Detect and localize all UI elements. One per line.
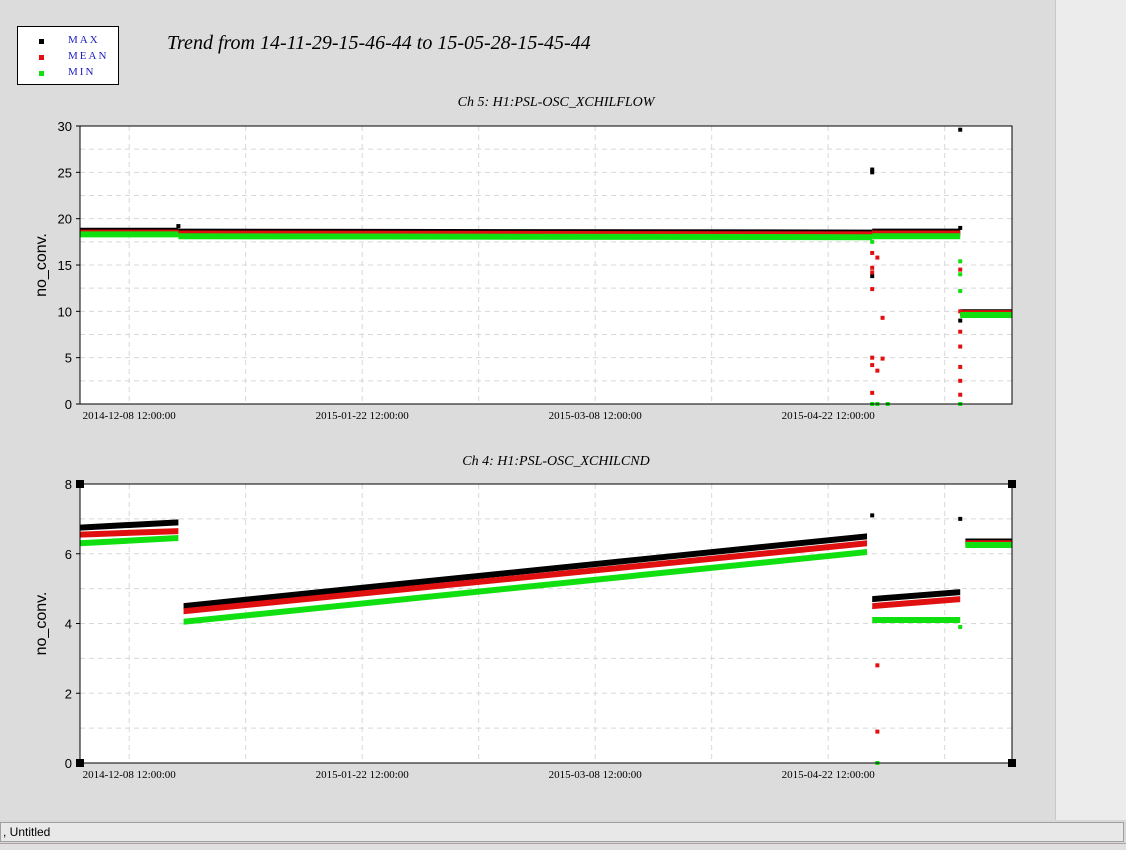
status-bar: , Untitled — [0, 822, 1124, 842]
y-tick-label: 15 — [58, 258, 72, 273]
series-mean-band — [80, 528, 179, 538]
trend-title: Trend from 14-11-29-15-46-44 to 15-05-28… — [167, 32, 591, 54]
y-tick-label: 2 — [65, 686, 72, 701]
series-mean-point — [875, 663, 880, 668]
series-max-point — [870, 274, 875, 279]
series-max-point — [870, 167, 875, 172]
series-mean-point — [870, 287, 875, 292]
series-mean-point — [880, 315, 885, 320]
y-tick-label: 5 — [65, 351, 72, 366]
legend-label-mean: MEAN — [68, 50, 109, 62]
series-mean-point — [870, 265, 875, 270]
y-axis-label: no_conv. — [33, 592, 50, 656]
legend-item-max: MAX — [18, 33, 118, 49]
legend-swatch-max — [39, 39, 44, 44]
series-max-band — [80, 519, 179, 531]
series-max-point — [958, 516, 963, 521]
legend-swatch-mean — [39, 55, 44, 60]
chart-title: Ch 5: H1:PSL-OSC_XCHILFLOW — [458, 95, 656, 110]
legend-label-min: MIN — [68, 66, 96, 78]
y-tick-label: 20 — [58, 212, 72, 227]
series-mean-point — [958, 364, 963, 369]
x-tick-label: 2015-01-22 12:00:00 — [316, 769, 410, 781]
series-min-point — [958, 272, 963, 277]
series-mean-band — [872, 596, 961, 610]
series-min-band — [872, 233, 961, 240]
series-mean-point — [958, 392, 963, 397]
series-mean-point — [958, 329, 963, 334]
series-mean-point — [875, 368, 880, 373]
legend-swatch-min — [39, 71, 44, 76]
series-mean-point — [958, 267, 963, 272]
series-max-point — [870, 513, 875, 518]
series-min-band — [183, 549, 868, 625]
series-min-point — [958, 624, 963, 629]
series-mean-point — [870, 250, 875, 255]
y-tick-label: 8 — [65, 477, 72, 492]
x-tick-label: 2014-12-08 12:00:00 — [83, 769, 177, 781]
y-tick-label: 0 — [65, 397, 72, 412]
series-min-band — [80, 535, 179, 547]
series-mean-point — [870, 270, 875, 275]
x-tick-label: 2014-12-08 12:00:00 — [83, 410, 177, 422]
y-tick-label: 10 — [58, 304, 72, 319]
series-mean-band — [183, 540, 868, 615]
series-mean-point — [958, 309, 963, 314]
right-scroll-panel[interactable] — [1055, 0, 1126, 820]
series-max-point — [958, 318, 963, 323]
legend-label-max: MAX — [68, 34, 100, 46]
series-mean-point — [875, 729, 880, 734]
series-max-band — [872, 589, 961, 603]
series-max-point — [176, 224, 181, 229]
series-min-point — [870, 239, 875, 244]
y-tick-label: 0 — [65, 756, 72, 771]
series-min-band — [960, 312, 1012, 319]
series-mean-point — [870, 363, 875, 368]
resize-handle — [1008, 480, 1016, 488]
series-min-band — [178, 233, 873, 241]
bottom-strip — [0, 843, 1126, 850]
series-mean-point — [958, 378, 963, 383]
series-mean-point — [958, 344, 963, 349]
series-max-point — [870, 170, 875, 175]
series-mean-point — [870, 355, 875, 360]
legend: MAX MEAN MIN — [17, 26, 119, 85]
y-tick-label: 4 — [65, 617, 72, 632]
y-axis-label: no_conv. — [33, 233, 50, 297]
series-min-band — [80, 231, 179, 238]
series-max-band — [183, 533, 868, 610]
series-min-point — [958, 259, 963, 264]
series-max-point — [958, 127, 963, 132]
x-tick-label: 2015-01-22 12:00:00 — [316, 410, 410, 422]
series-mean-point — [870, 390, 875, 395]
y-tick-label: 30 — [58, 119, 72, 134]
x-tick-label: 2015-03-08 12:00:00 — [549, 410, 643, 422]
x-tick-label: 2015-03-08 12:00:00 — [549, 769, 643, 781]
legend-item-min: MIN — [18, 65, 118, 81]
y-tick-label: 6 — [65, 547, 72, 562]
series-min-band — [965, 542, 1012, 549]
resize-handle — [1008, 759, 1016, 767]
series-min-point — [958, 288, 963, 293]
x-tick-label: 2015-04-22 12:00:00 — [782, 769, 876, 781]
x-tick-label: 2015-04-22 12:00:00 — [782, 410, 876, 422]
series-mean-point — [880, 356, 885, 361]
chart-title: Ch 4: H1:PSL-OSC_XCHILCND — [462, 454, 649, 469]
series-max-point — [958, 225, 963, 230]
series-mean-point — [875, 255, 880, 260]
legend-item-mean: MEAN — [18, 49, 118, 65]
series-min-band — [872, 617, 961, 624]
y-tick-label: 25 — [58, 165, 72, 180]
